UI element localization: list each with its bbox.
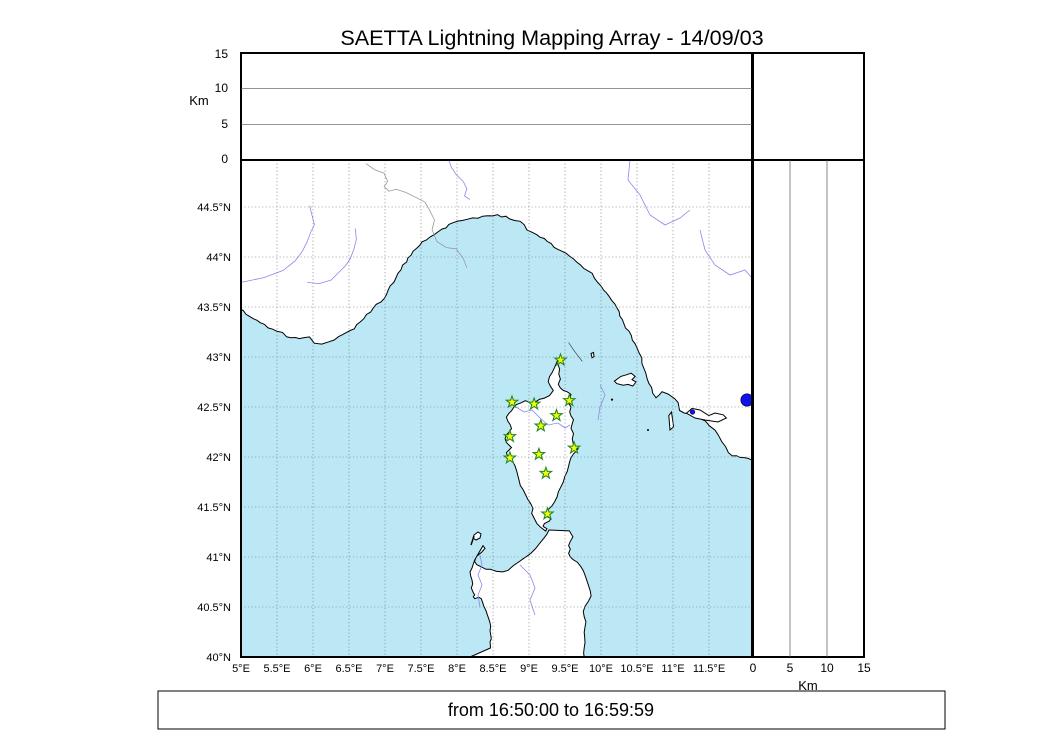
svg-text:5.5°E: 5.5°E bbox=[263, 663, 290, 675]
svg-text:5: 5 bbox=[221, 117, 228, 131]
svg-text:41°N: 41°N bbox=[206, 552, 231, 564]
svg-text:43°N: 43°N bbox=[206, 352, 231, 364]
svg-text:40.5°N: 40.5°N bbox=[197, 602, 231, 614]
svg-text:15: 15 bbox=[857, 661, 871, 675]
svg-text:10°E: 10°E bbox=[589, 663, 613, 675]
svg-text:10: 10 bbox=[215, 81, 229, 95]
svg-text:6°E: 6°E bbox=[304, 663, 322, 675]
svg-text:44°N: 44°N bbox=[206, 252, 231, 264]
svg-text:44.5°N: 44.5°N bbox=[197, 202, 231, 214]
svg-text:6.5°E: 6.5°E bbox=[335, 663, 362, 675]
svg-text:9.5°E: 9.5°E bbox=[551, 663, 578, 675]
svg-text:11°E: 11°E bbox=[661, 663, 684, 675]
svg-text:11.5°E: 11.5°E bbox=[693, 663, 725, 675]
svg-text:Km: Km bbox=[189, 93, 209, 108]
svg-text:9°E: 9°E bbox=[520, 663, 538, 675]
svg-text:8.5°E: 8.5°E bbox=[479, 663, 506, 675]
svg-text:41.5°N: 41.5°N bbox=[197, 502, 231, 514]
svg-text:42.5°N: 42.5°N bbox=[197, 402, 231, 414]
svg-text:42°N: 42°N bbox=[206, 452, 231, 464]
svg-text:8°E: 8°E bbox=[448, 663, 466, 675]
svg-text:10.5°E: 10.5°E bbox=[620, 663, 653, 675]
svg-text:43.5°N: 43.5°N bbox=[197, 302, 231, 314]
svg-text:7.5°E: 7.5°E bbox=[407, 663, 434, 675]
svg-text:7°E: 7°E bbox=[376, 663, 394, 675]
svg-text:0: 0 bbox=[221, 152, 228, 166]
svg-text:5: 5 bbox=[787, 661, 794, 675]
svg-text:10: 10 bbox=[820, 661, 834, 675]
svg-text:15: 15 bbox=[215, 47, 229, 61]
svg-text:40°N: 40°N bbox=[206, 652, 231, 664]
svg-text:5°E: 5°E bbox=[232, 663, 250, 675]
svg-text:from 16:50:00 to 16:59:59: from 16:50:00 to 16:59:59 bbox=[448, 700, 654, 720]
svg-text:0: 0 bbox=[750, 661, 757, 675]
